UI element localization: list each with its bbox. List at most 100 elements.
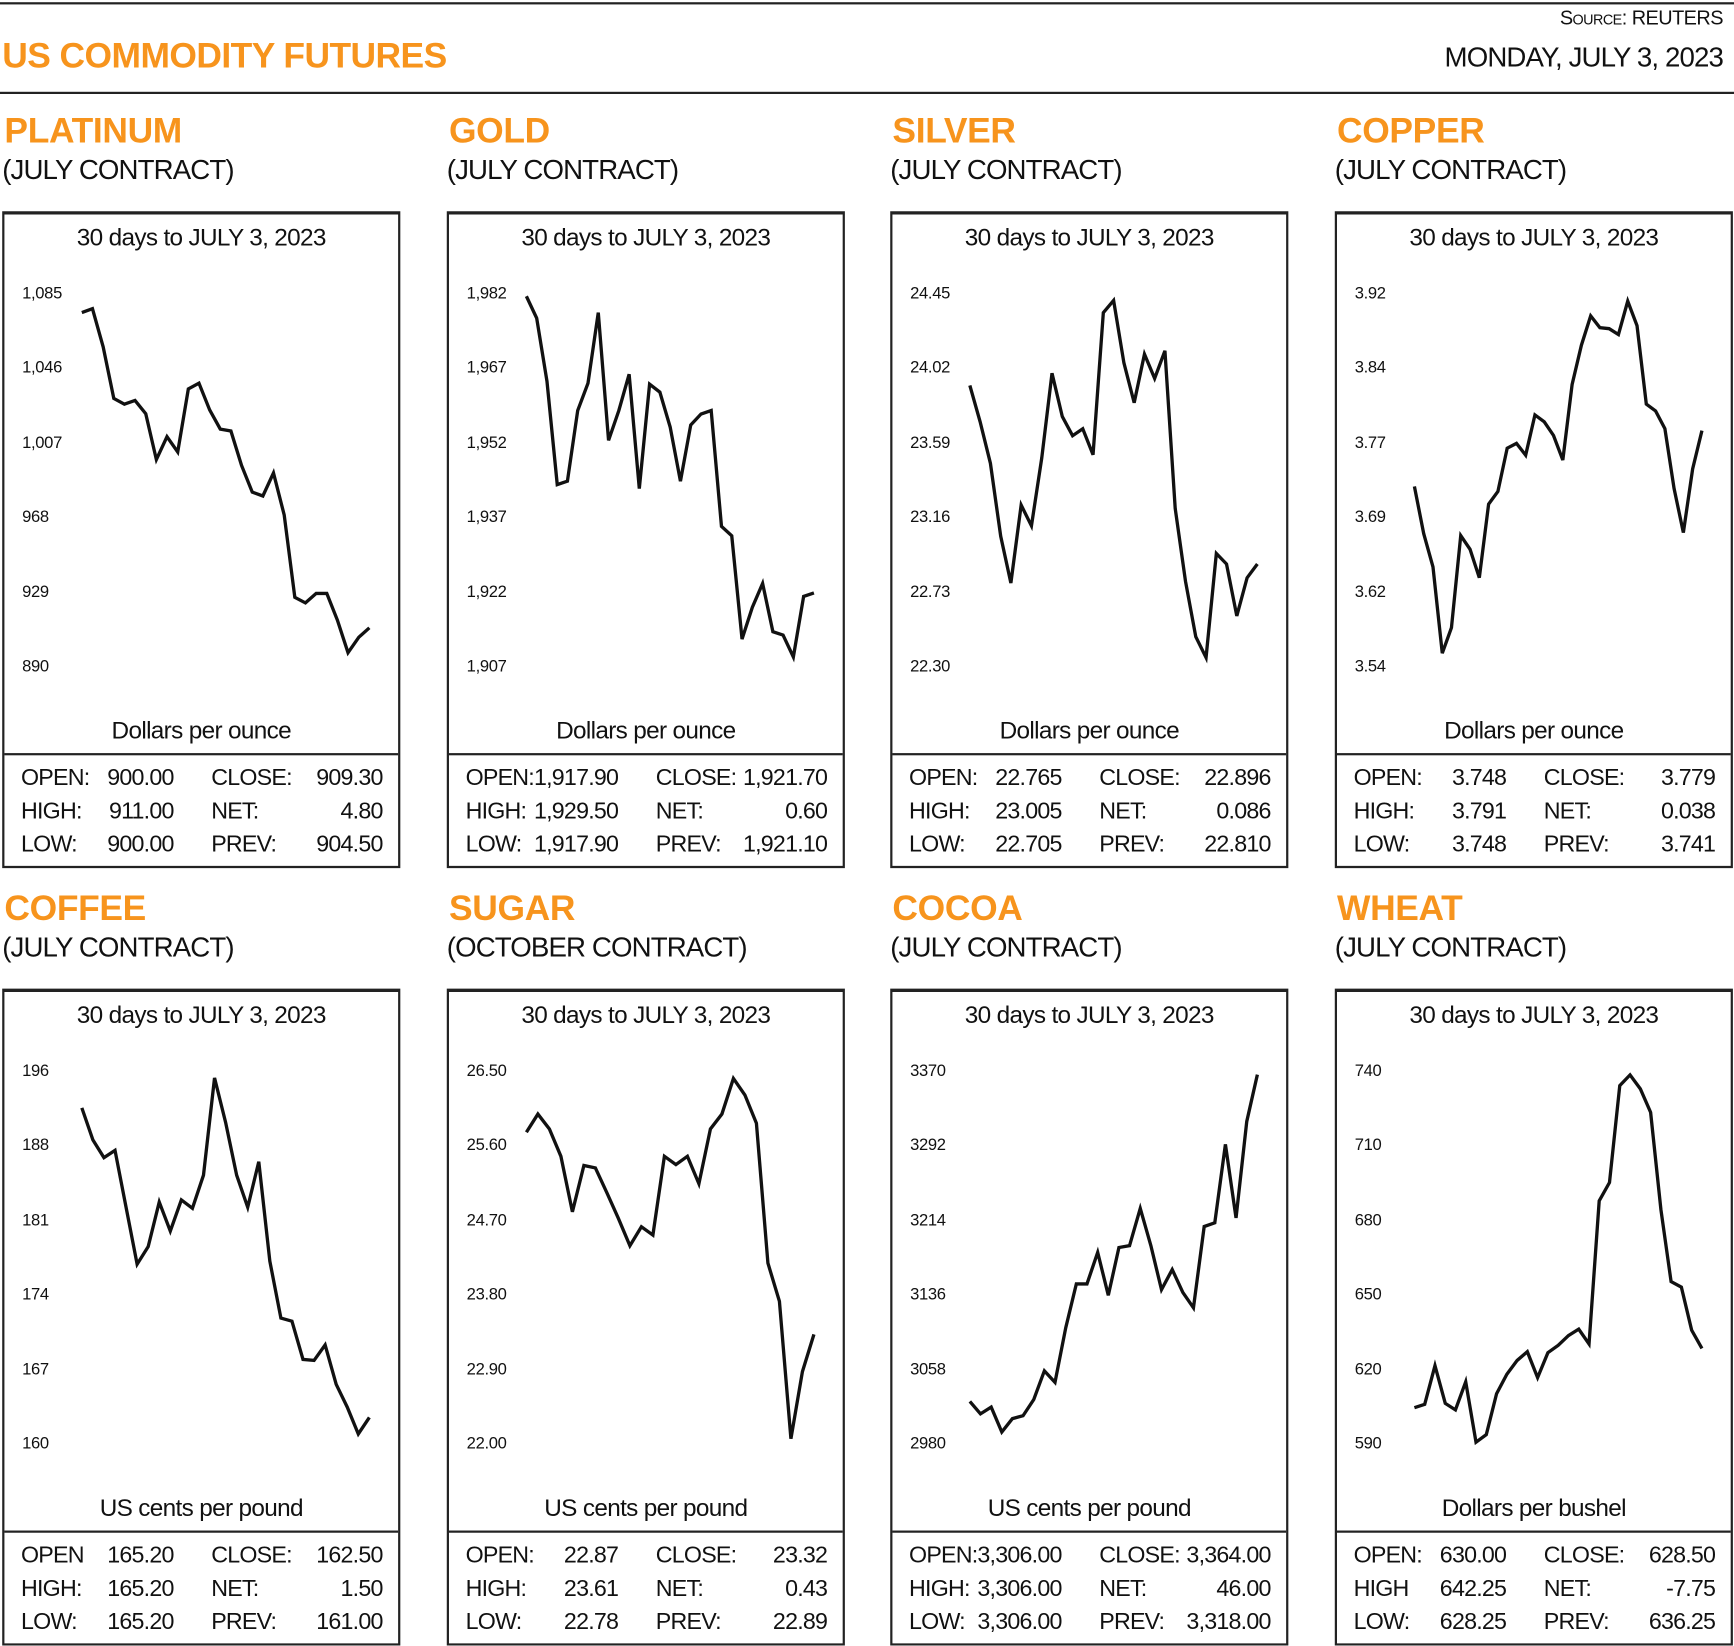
stats-divider: [1337, 1531, 1731, 1533]
source-credit: Source: REUTERS: [1560, 7, 1723, 30]
stat-label: PREV:: [211, 1609, 276, 1636]
stat-label: HIGH:: [21, 1576, 82, 1603]
commodity-name: SUGAR: [449, 888, 575, 929]
contract-label: (JULY CONTRACT): [2, 932, 233, 964]
stat-label: LOW:: [909, 832, 965, 859]
price-chart: [892, 992, 1286, 1523]
stat-value: 22.896: [1204, 765, 1270, 792]
stat-value: 22.705: [995, 832, 1061, 859]
stat-value: 909.30: [316, 765, 382, 792]
stat-value: 165.20: [107, 1543, 173, 1570]
stat-value: 904.50: [316, 832, 382, 859]
stat-label: NET:: [1544, 1576, 1591, 1603]
stat-value: 3,306.00: [977, 1576, 1061, 1603]
contract-label: (OCTOBER CONTRACT): [447, 932, 747, 964]
stat-label: HIGH:: [466, 1576, 527, 1603]
stat-value: 46.00: [1216, 1576, 1270, 1603]
stat-label: LOW:: [909, 1609, 965, 1636]
stat-label: CLOSE:: [1544, 1543, 1625, 1570]
commodity-name: COCOA: [892, 888, 1022, 929]
price-line: [82, 1078, 370, 1434]
stat-value: 4.80: [341, 798, 383, 825]
stat-label: PREV:: [656, 832, 721, 859]
price-line: [970, 300, 1258, 657]
stat-value: 900.00: [107, 832, 173, 859]
stats-divider: [1337, 753, 1731, 755]
price-line: [526, 296, 814, 657]
price-line: [82, 309, 370, 653]
stat-label: LOW:: [466, 1609, 522, 1636]
stat-label: HIGH:: [909, 1576, 970, 1603]
stat-label: PREV:: [1099, 832, 1164, 859]
price-chart: [449, 215, 843, 746]
stat-value: 630.00: [1440, 1543, 1506, 1570]
stats-row: HIGH: 3,306.00 NET: 46.00: [892, 1576, 1286, 1607]
stat-value: 911.00: [109, 798, 174, 825]
stats-divider: [449, 753, 843, 755]
stat-label: OPEN:: [466, 1543, 534, 1570]
stat-value: 3.779: [1661, 765, 1715, 792]
price-chart: [449, 992, 843, 1523]
stat-label: OPEN:: [909, 765, 977, 792]
stats-divider: [449, 1531, 843, 1533]
stat-label: NET:: [1099, 798, 1146, 825]
stat-value: 642.25: [1440, 1576, 1506, 1603]
stat-value: 23.005: [995, 798, 1061, 825]
stat-value: 165.20: [107, 1609, 173, 1636]
stat-label: OPEN:: [1354, 1543, 1422, 1570]
stat-value: 3.741: [1661, 832, 1715, 859]
stat-value: 900.00: [107, 765, 173, 792]
contract-label: (JULY CONTRACT): [1335, 932, 1566, 964]
stat-value: 1,921.10: [743, 832, 827, 859]
stat-label: NET:: [1544, 798, 1591, 825]
stat-label: NET:: [656, 798, 703, 825]
stat-value: 3,306.00: [977, 1609, 1061, 1636]
stat-label: NET:: [211, 798, 258, 825]
stat-label: CLOSE:: [1099, 765, 1180, 792]
date: MONDAY, JULY 3, 2023: [1445, 42, 1723, 74]
stat-value: 23.61: [564, 1576, 618, 1603]
commodity-name: PLATINUM: [4, 111, 182, 152]
contract-label: (JULY CONTRACT): [447, 155, 678, 187]
source-name: REUTERS: [1632, 7, 1723, 29]
stat-label: CLOSE:: [211, 765, 292, 792]
stat-value: 1.50: [341, 1576, 383, 1603]
commodity-name: COFFEE: [4, 888, 146, 929]
header-rule: [0, 92, 1734, 94]
commodity-name: WHEAT: [1337, 888, 1462, 929]
stat-value: 3,306.00: [977, 1543, 1061, 1570]
stat-value: 22.765: [995, 765, 1061, 792]
stat-value: 161.00: [316, 1609, 382, 1636]
stat-label: NET:: [1099, 1576, 1146, 1603]
stats-divider: [4, 1531, 398, 1533]
source-label: Source:: [1560, 7, 1627, 29]
stat-label: CLOSE:: [211, 1543, 292, 1570]
stat-value: -7.75: [1666, 1576, 1715, 1603]
stat-value: 0.60: [785, 798, 827, 825]
stat-value: 3,318.00: [1186, 1609, 1270, 1636]
stat-value: 23.32: [773, 1543, 827, 1570]
stat-value: 1,917.90: [534, 765, 618, 792]
stat-value: 3.748: [1452, 832, 1506, 859]
stat-value: 1,921.70: [743, 765, 827, 792]
stat-label: OPEN:: [1354, 765, 1422, 792]
commodity-name: SILVER: [892, 111, 1015, 152]
contract-label: (JULY CONTRACT): [2, 155, 233, 187]
stat-value: 0.43: [785, 1576, 827, 1603]
